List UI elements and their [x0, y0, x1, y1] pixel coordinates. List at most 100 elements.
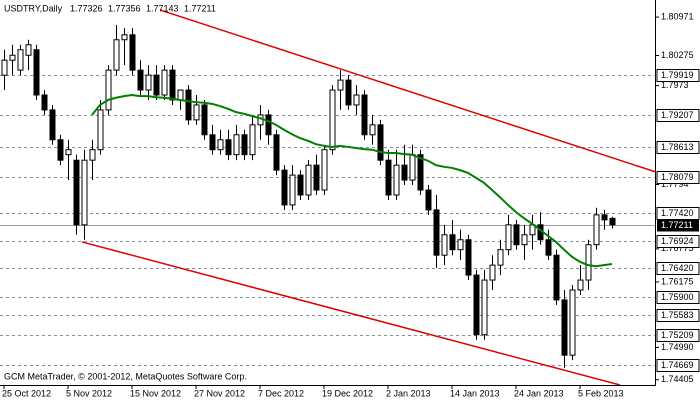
level-label: 1.75900: [661, 292, 694, 302]
candle-body: [121, 34, 128, 41]
candle-body: [105, 69, 112, 111]
level-label: 1.74669: [661, 360, 694, 370]
price-box: [657, 219, 699, 232]
x-tick-label: 7 Dec 2012: [258, 388, 304, 398]
candle-body: [281, 169, 288, 206]
y-tick-label: 1.76775: [661, 243, 694, 253]
candle-body: [449, 234, 456, 251]
candle-body: [505, 224, 512, 251]
open-value: 1.77326: [70, 3, 103, 13]
candle-body: [393, 164, 400, 196]
candle-body: [313, 164, 320, 191]
level-box: [656, 291, 700, 304]
candle-body: [441, 234, 448, 256]
candle-body: [577, 279, 584, 291]
candle-body: [233, 134, 240, 156]
plot: [1, 9, 655, 385]
axis-labels: 1.809711.802751.79731.77941.767751.76175…: [2, 11, 700, 398]
level-label: 1.78613: [661, 142, 694, 152]
level-label: 1.75583: [661, 310, 694, 320]
candle-body: [17, 49, 24, 71]
candle-body: [385, 159, 392, 196]
x-tick-label: 24 Jan 2013: [514, 388, 564, 398]
x-tick-label: 27 Nov 2012: [194, 388, 245, 398]
candle-body: [609, 217, 616, 226]
level-label: 1.77420: [661, 208, 694, 218]
candle-body: [201, 104, 208, 136]
candle-body: [321, 149, 328, 191]
x-tick-label: 25 Oct 2012: [2, 388, 51, 398]
candle-body: [545, 239, 552, 256]
candle-body: [297, 174, 304, 196]
candle-body: [49, 109, 56, 141]
candle-body: [409, 154, 416, 181]
footer: GCM MetaTrader, © 2001-2012, MetaQuotes …: [4, 371, 247, 381]
candle-body: [217, 139, 224, 151]
candle-body: [193, 104, 200, 121]
candle-body: [185, 89, 192, 121]
y-tick-label: 1.80275: [661, 50, 694, 60]
candle-body: [225, 139, 232, 156]
candle-body: [481, 279, 488, 336]
level-label: 1.76420: [661, 263, 694, 273]
candle-body: [113, 39, 120, 71]
low-value: 1.77143: [146, 3, 179, 13]
candle-body: [289, 174, 296, 206]
candle-body: [361, 94, 368, 136]
candle-body: [457, 239, 464, 251]
candle-body: [561, 299, 568, 356]
level-box: [656, 262, 700, 275]
candle-body: [497, 249, 504, 266]
x-tick-label: 14 Jan 2013: [450, 388, 500, 398]
level-box: [656, 171, 700, 184]
candle-body: [585, 244, 592, 281]
x-tick-label: 5 Feb 2013: [578, 388, 624, 398]
level-box: [656, 309, 700, 322]
candle-body: [433, 209, 440, 256]
candle-body: [553, 254, 560, 301]
candle-body: [57, 139, 64, 161]
y-tick-label: 1.7973: [661, 80, 689, 90]
level-box: [656, 141, 700, 154]
candle-body: [489, 264, 496, 281]
candle-body: [265, 114, 272, 136]
candle-body: [401, 164, 408, 181]
candle-body: [169, 69, 176, 101]
x-tick-label: 19 Dec 2012: [322, 388, 373, 398]
candle-body: [137, 69, 144, 91]
candle-body: [129, 34, 136, 71]
candle-body: [209, 134, 216, 151]
y-tick-label: 1.80971: [661, 11, 694, 21]
close-value: 1.77211: [184, 3, 216, 13]
x-tick-label: 5 Nov 2012: [66, 388, 112, 398]
candle-body: [177, 89, 184, 101]
level-box: [656, 329, 700, 342]
candle-body: [153, 74, 160, 96]
price-label: 1.77211: [661, 220, 693, 230]
level-label: 1.75209: [661, 330, 694, 340]
candle-body: [329, 89, 336, 151]
level-label: 1.78079: [661, 172, 694, 182]
level-label: 1.76924: [661, 236, 694, 246]
candle-body: [345, 79, 352, 106]
chart-title: USDTRY,Daily: [4, 3, 63, 13]
level-box: [656, 235, 700, 248]
candle-body: [353, 94, 360, 106]
candle-body: [569, 289, 576, 356]
candle-body: [241, 134, 248, 156]
candle-body: [521, 234, 528, 246]
candle-body: [73, 159, 80, 226]
level-box: [656, 109, 700, 122]
candle-body: [369, 124, 376, 136]
candle-body: [377, 124, 384, 161]
candle-body: [593, 214, 600, 246]
y-tick-label: 1.74405: [661, 374, 694, 384]
candle-body: [305, 164, 312, 196]
trendline: [81, 241, 621, 385]
candle-body: [41, 94, 48, 111]
candle-body: [273, 134, 280, 171]
candle-body: [417, 154, 424, 191]
candle-body: [425, 189, 432, 211]
